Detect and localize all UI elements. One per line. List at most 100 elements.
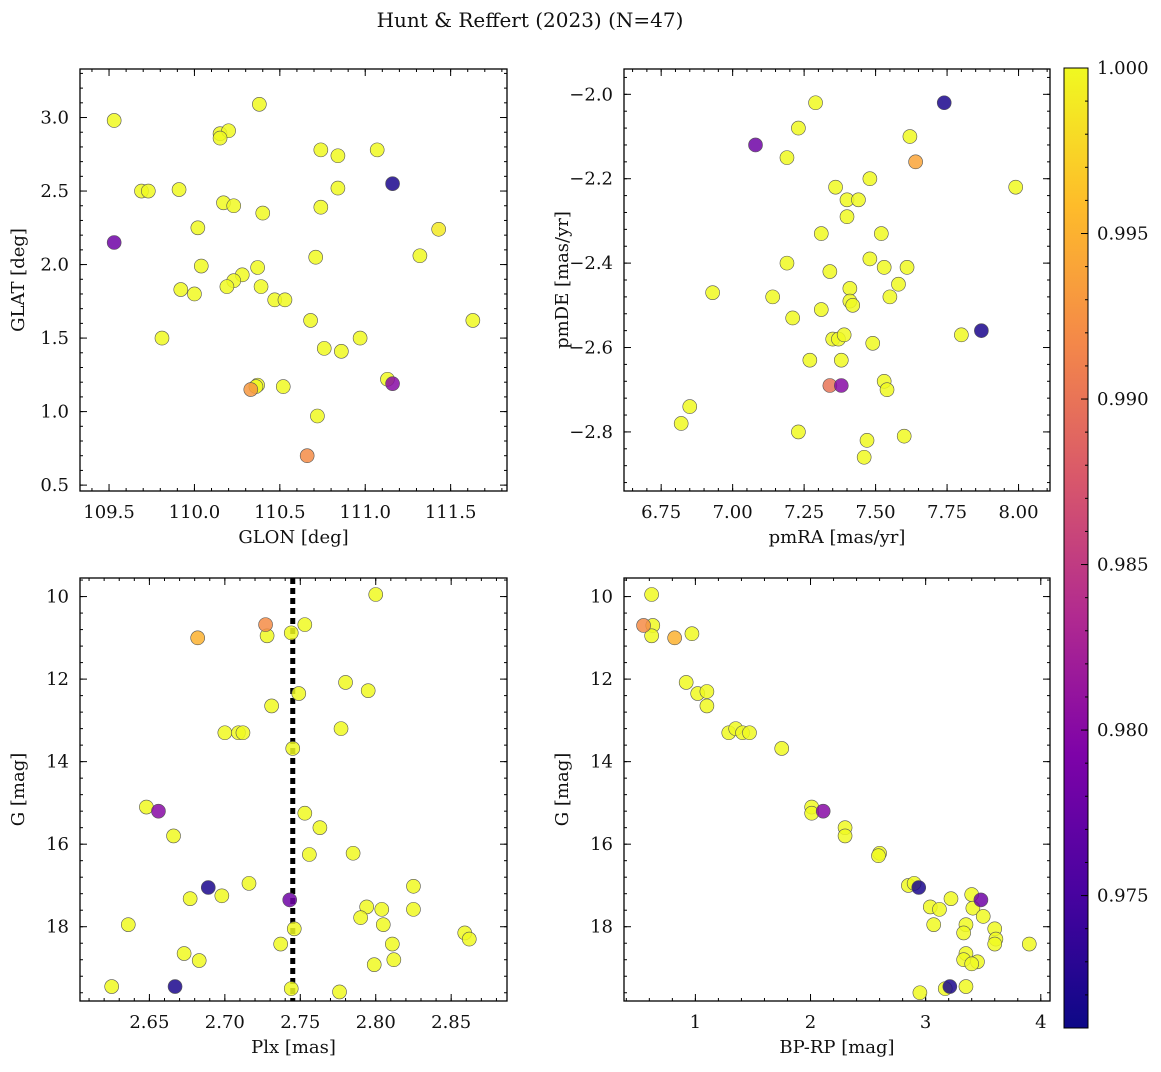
x-tick-label: 109.5 (83, 502, 135, 523)
data-point (791, 120, 806, 136)
data-point (765, 289, 780, 305)
data-point (141, 183, 156, 199)
data-point (876, 260, 892, 275)
y-tick-label: 18 (46, 917, 69, 938)
y-tick-label: 12 (590, 669, 613, 690)
data-point (842, 281, 858, 296)
data-point (255, 205, 271, 221)
data-point (936, 95, 952, 111)
x-axis-label: Plx [mas] (251, 1037, 336, 1058)
data-point (636, 618, 651, 633)
data-point (813, 302, 829, 317)
colorbar-tick-label: 0.990 (1097, 389, 1149, 410)
x-tick-label: 7.25 (784, 502, 824, 523)
x-tick-label: 1 (690, 1012, 701, 1033)
data-point (282, 892, 298, 908)
data-point (833, 378, 849, 393)
data-point (802, 352, 818, 368)
data-point (385, 936, 400, 952)
data-point (226, 198, 242, 214)
data-point (667, 630, 682, 646)
data-point (190, 220, 206, 236)
data-point (851, 192, 866, 208)
data-point (822, 264, 838, 279)
data-point (250, 260, 265, 275)
scatter-points (636, 587, 1037, 1001)
x-axis-label: GLON [deg] (238, 527, 348, 548)
data-point (874, 226, 889, 241)
axis-ticks (624, 578, 1050, 1001)
data-point (859, 433, 875, 448)
data-point (839, 209, 855, 224)
data-point (856, 449, 872, 465)
x-tick-label: 7.75 (927, 502, 967, 523)
y-tick-label: 10 (590, 587, 613, 608)
x-tick-label: 6.75 (641, 502, 681, 523)
data-point (166, 828, 181, 844)
data-point (200, 880, 216, 895)
data-point (173, 282, 189, 297)
y-tick-label: 12 (46, 669, 69, 690)
y-tick-label: −2.2 (569, 169, 613, 190)
colorbar-tick-label: 1.000 (1097, 58, 1149, 79)
plot-frame (623, 68, 1051, 492)
panel-glon-glat: 109.5 110.0 110.5 111.0 111.5 0.5 1.0 1.5 2.0 2.5… (8, 68, 508, 548)
data-point (1021, 936, 1037, 952)
y-axis-label: GLAT [deg] (8, 228, 29, 332)
data-point (275, 379, 291, 394)
data-point (865, 335, 881, 351)
y-tick-label: 10 (46, 587, 69, 608)
colorbar-tick-label: 0.975 (1097, 886, 1149, 907)
x-tick-label: 7.00 (713, 502, 753, 523)
data-point (412, 248, 428, 264)
colorbar-tick-label: 0.980 (1097, 720, 1149, 741)
y-tick-label: 1.0 (40, 402, 69, 423)
data-point (219, 279, 235, 294)
data-point (241, 876, 257, 891)
data-point (974, 323, 989, 338)
y-tick-label: −2.4 (569, 253, 613, 274)
data-point (283, 625, 299, 641)
data-point (191, 953, 207, 968)
data-point (911, 880, 927, 895)
colorbar-tick-label: 0.985 (1097, 555, 1149, 576)
plot-frame (79, 577, 508, 1002)
data-point (316, 341, 332, 356)
data-point (303, 313, 318, 328)
data-point (943, 891, 959, 906)
x-tick-label: 2.65 (129, 1012, 169, 1033)
data-point (374, 902, 390, 917)
panel-pmra-pmde: 6.75 7.00 7.25 7.50 7.75 8.00 −2.8 −2.6 −2.4 −2.2… (552, 68, 1051, 548)
data-point (791, 424, 806, 440)
data-point (699, 698, 715, 714)
data-point (845, 298, 861, 313)
data-point (431, 221, 446, 237)
x-tick-label: 7.50 (856, 502, 896, 523)
x-tick-label: 4 (1035, 1012, 1046, 1033)
data-point (330, 148, 346, 164)
data-point (312, 820, 328, 835)
figure-title: Hunt & Reffert (2023) (N=47) (377, 8, 684, 32)
data-point (297, 805, 313, 821)
data-point (243, 382, 259, 397)
data-point (106, 113, 122, 128)
y-tick-label: −2.8 (569, 422, 613, 443)
data-point (879, 382, 895, 398)
data-point (684, 626, 700, 642)
data-point (302, 847, 317, 862)
data-point (785, 310, 800, 326)
data-point (987, 936, 1003, 952)
data-point (862, 251, 878, 267)
x-axis-label: BP-RP [mag] (779, 1037, 894, 1058)
scatter-points (673, 95, 1023, 465)
data-point (353, 910, 368, 925)
y-tick-label: 16 (590, 834, 613, 855)
x-tick-label: 2.80 (356, 1012, 396, 1033)
data-point (154, 330, 170, 346)
data-point (360, 683, 376, 698)
data-point (908, 154, 923, 170)
data-point (214, 888, 230, 904)
data-point (385, 376, 400, 391)
data-point (644, 587, 659, 602)
